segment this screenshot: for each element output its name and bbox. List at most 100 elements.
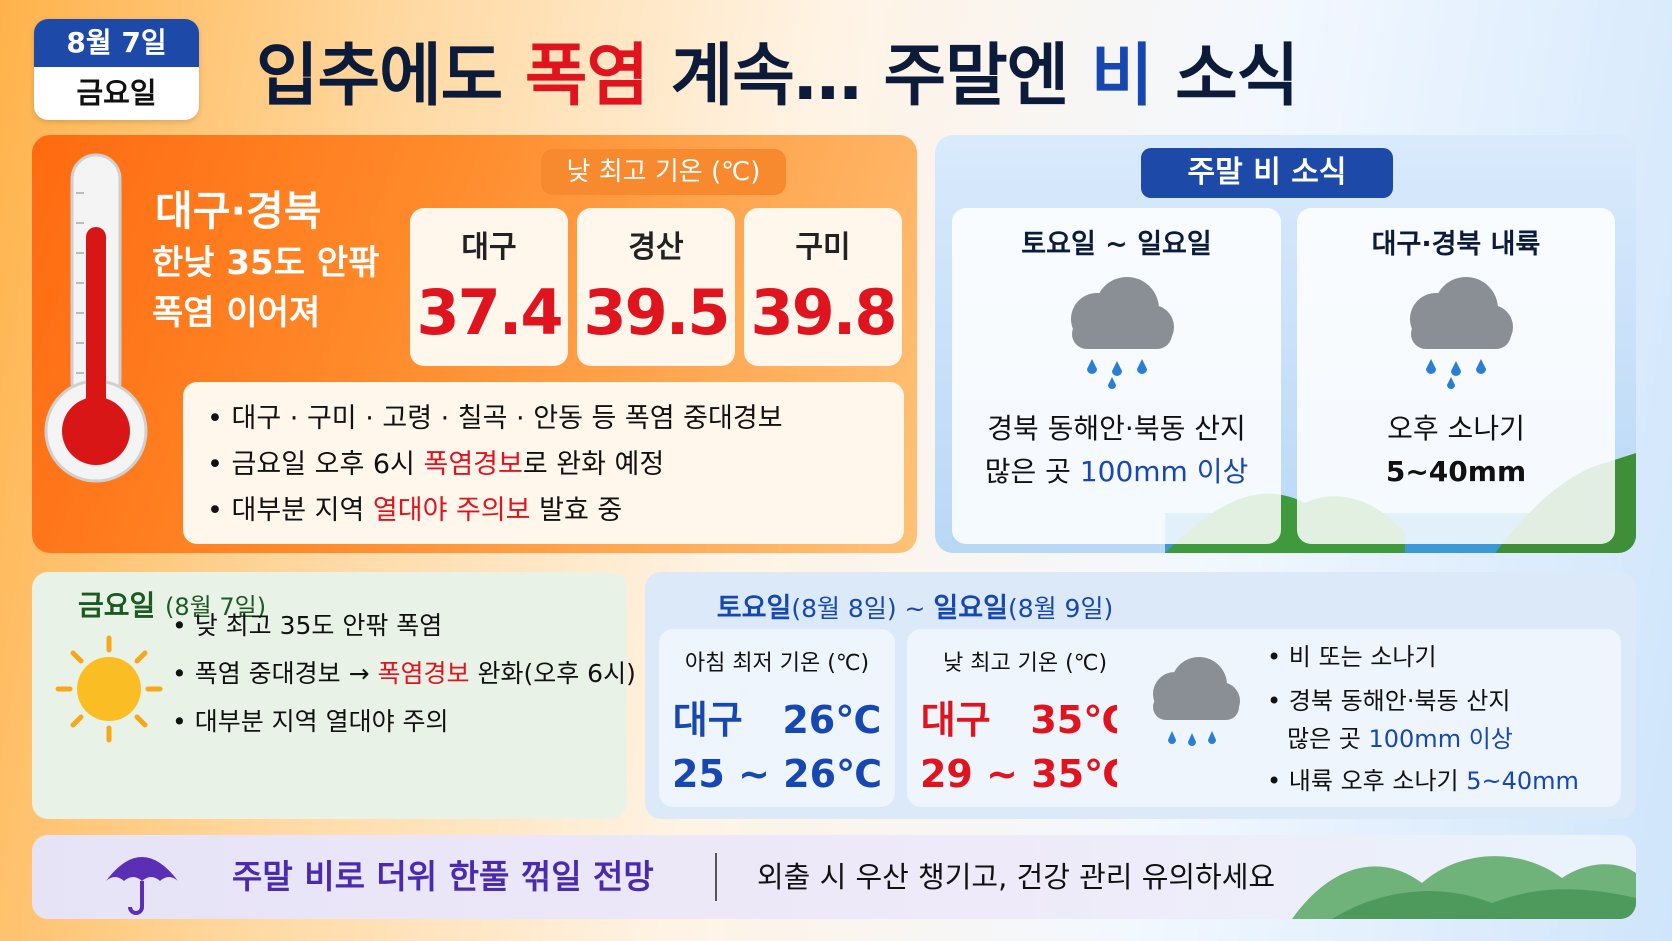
rain-cloud-icon <box>1410 277 1513 389</box>
bullet-text: 많은 곳 <box>1287 725 1369 753</box>
rain-card-heading: 대구·경북 내륙 <box>1371 229 1541 260</box>
heat-line: 폭염 이어져 <box>152 293 321 333</box>
city-temp: 39.8 <box>750 276 898 349</box>
bullet: • 내륙 오후 소나기 5~40mm <box>1267 767 1579 795</box>
temp-label: 낮 최고 기온 (℃) <box>942 651 1108 676</box>
divider <box>715 853 717 901</box>
bullet-text: 폭염경보 <box>377 659 470 688</box>
hills <box>1292 856 1636 919</box>
bullet-text: 대부분 지역 열대야 주의 <box>194 707 449 736</box>
rain-panel: 주말 비 소식 토요일 ~ 일요일 경북 동해안·북동 산지 많은 곳 100m… <box>935 135 1636 553</box>
city-name: 대구 <box>461 230 517 265</box>
bullet: • 경북 동해안·북동 산지 <box>1267 687 1511 715</box>
bullet-text: 100mm 이상 <box>1368 725 1513 753</box>
rain-text: 많은 곳 <box>984 455 1080 488</box>
bullet-text: 폭염경보 <box>423 449 523 480</box>
weekend-bullets: • 비 또는 소나기 • 경북 동해안·북동 산지 많은 곳 100mm 이상 … <box>1117 629 1621 807</box>
friday-day: 금요일 <box>78 589 156 622</box>
rain-amount: 5~40mm <box>1385 455 1527 488</box>
friday-panel: 금요일 (8월 7일) • 낮 최고 35도 안팎 폭염 • 폭염 중대경보 →… <box>32 572 636 819</box>
city-card: 대구 37.4 <box>410 208 568 366</box>
temp-value: 35℃ <box>1030 698 1130 742</box>
bullet: • 폭염 중대경보 → 폭염경보 완화(오후 6시) <box>172 659 636 688</box>
temp-city: 대구 <box>672 698 743 742</box>
bullet: • 낮 최고 35도 안팎 폭염 <box>172 611 443 640</box>
bullet-text: 비 또는 소나기 <box>1288 643 1437 671</box>
thermometer-icon <box>44 153 148 483</box>
weekend-panel: 토요일(8월 8일) ~ 일요일(8월 9일) 아침 최저 기온 (℃) 대구 … <box>645 572 1636 819</box>
temp-range: 25 ~ 26℃ <box>671 752 883 796</box>
city-name: 경산 <box>628 230 684 265</box>
weekend-heading: 토요일(8월 8일) ~ 일요일(8월 9일) <box>645 586 1185 625</box>
rain-line: 많은 곳 100mm 이상 <box>952 450 1281 493</box>
title-part: 입추에도 <box>256 37 525 116</box>
bullet: • 금요일 오후 6시 폭염경보로 완화 예정 <box>207 449 665 480</box>
title-part: 소식 <box>1152 37 1299 116</box>
bullet: • 대부분 지역 열대야 주의 <box>172 707 449 736</box>
rain-card: 토요일 ~ 일요일 경북 동해안·북동 산지 많은 곳 100mm 이상 <box>952 208 1281 544</box>
weekday: 금요일 <box>76 76 157 110</box>
heat-line: 한낮 35도 안팎 <box>152 243 380 283</box>
heat-bullets: • 대구 · 구미 · 고령 · 칠곡 · 안동 등 폭염 중대경보 • 금요일… <box>183 382 904 544</box>
footer-main: 주말 비로 더위 한풀 꺾일 전망 <box>232 857 654 896</box>
bullet-text: 발효 중 <box>530 495 623 526</box>
title-part: 비 <box>1090 37 1154 116</box>
bullet-text: 대구 · 구미 · 고령 · 칠곡 · 안동 등 폭염 중대경보 <box>231 403 783 434</box>
bullet-text: 낮 최고 35도 안팎 폭염 <box>194 611 443 640</box>
rain-amount: 100mm 이상 <box>1079 455 1249 488</box>
heading-part: (8월 8일) ~ <box>791 594 934 623</box>
date-box: 8월 7일 금요일 <box>34 19 199 120</box>
title-part: 폭염 <box>524 37 649 116</box>
rain-card: 대구·경북 내륙 오후 소나기 5~40mm <box>1297 208 1615 544</box>
friday-date: (8월 7일) <box>165 593 267 621</box>
min-temp-card: 아침 최저 기온 (℃) 대구 26℃ 25 ~ 26℃ <box>659 629 895 807</box>
temp-label: 낮 최고 기온 (℃) <box>541 149 786 195</box>
title-part: 계속… 주말엔 <box>648 37 1091 116</box>
bullet-text: 폭염 중대경보 → <box>194 659 378 688</box>
temp-label: 아침 최저 기온 (℃) <box>684 651 870 676</box>
city-temp: 39.5 <box>583 276 731 349</box>
bullet: • 대구 · 구미 · 고령 · 칠곡 · 안동 등 폭염 중대경보 <box>207 403 783 434</box>
heading-part: 토요일 <box>716 593 792 624</box>
footer-sub: 외출 시 우산 챙기고, 건강 관리 유의하세요 <box>757 860 1276 894</box>
bullet: • 비 또는 소나기 <box>1267 643 1437 671</box>
city-temp: 37.4 <box>416 276 564 349</box>
bullet-text: 로 완화 예정 <box>522 449 665 480</box>
umbrella-icon <box>106 857 178 915</box>
heading-part: 일요일 <box>933 593 1008 624</box>
bullet-text: 5~40mm <box>1466 767 1579 795</box>
bullet-text: 열대야 주의보 <box>372 495 531 526</box>
friday-heading: 금요일 (8월 7일) <box>78 584 266 624</box>
bullet: • 대부분 지역 열대야 주의보 발효 중 <box>207 495 623 526</box>
bullet-cont: 많은 곳 100mm 이상 <box>1287 719 1513 754</box>
bullet-text: 금요일 오후 6시 <box>231 449 424 480</box>
heat-panel: 대구·경북 한낮 35도 안팎 폭염 이어져 낮 최고 기온 (℃) 대구 37.… <box>32 135 917 553</box>
title: 입추에도 폭염 계속… 주말엔 비 소식 <box>256 20 1299 119</box>
city-card: 구미 39.8 <box>744 208 902 366</box>
heading-part: (8월 9일) <box>1007 594 1114 623</box>
region: 대구·경북 <box>155 187 322 235</box>
temp-range: 29 ~ 35℃ <box>919 752 1131 796</box>
rain-title: 주말 비 소식 <box>1141 148 1393 198</box>
bullet-text: 대부분 지역 <box>231 495 373 526</box>
max-temp-card: 낮 최고 기온 (℃) 대구 35℃ 29 ~ 35℃ <box>907 629 1143 807</box>
temp-value: 26℃ <box>782 698 882 742</box>
date: 8월 7일 <box>34 19 199 67</box>
city-card: 경산 39.5 <box>577 208 735 366</box>
bullet-text: 완화(오후 6시) <box>469 659 636 688</box>
rain-cloud-icon <box>1070 277 1174 389</box>
temp-row: 대구 26℃ <box>659 689 895 744</box>
rain-line: 경북 동해안·북동 산지 <box>987 412 1246 445</box>
rain-cloud-icon <box>1153 657 1240 746</box>
footer: 주말 비로 더위 한풀 꺾일 전망 외출 시 우산 챙기고, 건강 관리 유의하… <box>32 835 1636 919</box>
temp-city: 대구 <box>920 698 991 742</box>
rain-card-heading: 토요일 ~ 일요일 <box>1021 229 1212 260</box>
city-name: 구미 <box>795 230 851 265</box>
bullet-text: 내륙 오후 소나기 <box>1288 767 1467 795</box>
temp-row: 대구 35℃ <box>907 689 1143 744</box>
bullet-text: 경북 동해안·북동 산지 <box>1288 687 1511 715</box>
sun-icon <box>55 635 163 743</box>
rain-line: 오후 소나기 <box>1387 412 1525 445</box>
